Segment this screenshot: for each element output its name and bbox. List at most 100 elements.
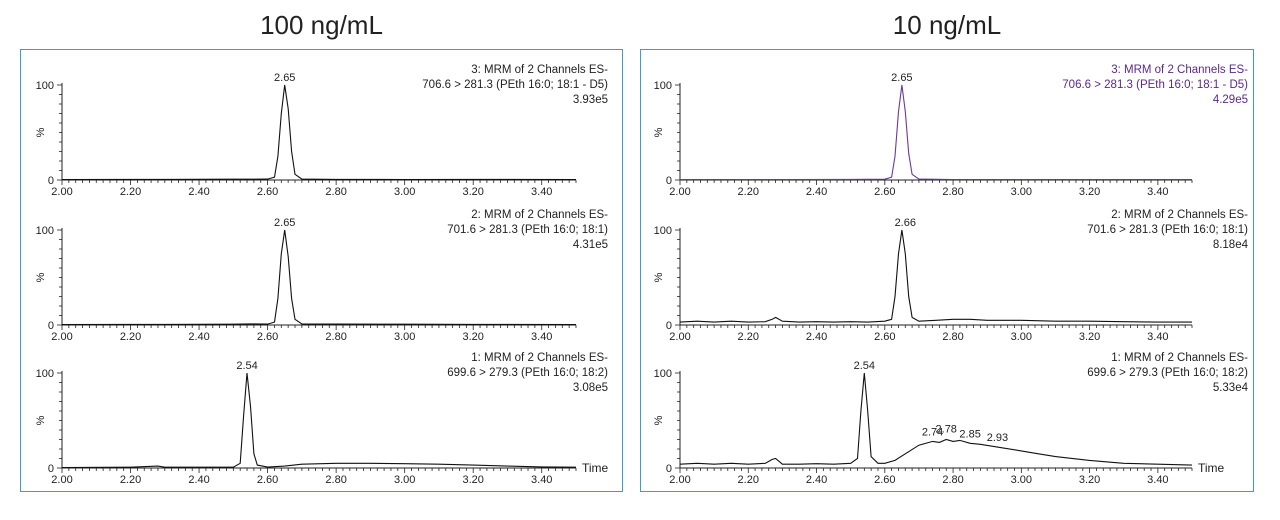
p1-r2-x-tick-label: 2.00 [669,474,690,486]
p0-r2-x-axis-label: Time [582,461,609,475]
p1-r0-x-tick-label: 3.20 [1079,186,1100,198]
p0-r1-x-tick-label: 2.80 [325,331,346,343]
p0-r0-x-tick-label: 2.40 [188,186,209,198]
p1-r2-x-axis-label: Time [1198,461,1225,475]
p0-r0-header-line: 3.93e5 [573,94,608,106]
panel-title-left: 100 ng/mL [260,10,383,40]
p0-r1-x-tick-label: 2.00 [51,331,72,343]
p1-r1-peak-label: 2.66 [895,217,916,229]
p0-r1-y-tick-label: 100 [36,225,54,237]
p0-r2-x-tick-label: 2.00 [51,474,72,486]
p1-r2-x-tick-label: 3.40 [1147,474,1168,486]
p1-r0-y-tick-label: 0 [666,175,672,187]
p1-r0-header-line: 706.6 > 281.3 (PEth 16:0; 18:1 - D5) [1062,79,1248,91]
p1-r1-x-tick-label: 2.60 [874,331,895,343]
p0-r2-header-line: 699.6 > 279.3 (PEth 16:0; 18:2) [447,367,608,379]
p0-r0-header-line: 706.6 > 281.3 (PEth 16:0; 18:1 - D5) [422,79,608,91]
p1-r2-x-tick-label: 3.20 [1079,474,1100,486]
p0-r1-series-line [61,229,577,326]
panel-frame-right [640,49,1254,492]
p0-r1-header-line: 4.31e5 [573,239,608,251]
p0-r2-y-axis-label: % [35,415,47,425]
p0-r0-series-line [61,84,577,181]
p0-r0-x-tick-label: 3.20 [462,186,483,198]
p1-r2-peak-label: 2.93 [987,432,1008,444]
p0-r2-series-line [61,372,577,469]
panel-frame-left [20,49,623,492]
p0-r2-x-tick-label: 2.80 [325,474,346,486]
panel-title-right: 10 ng/mL [892,10,1002,40]
p0-r1-x-tick-label: 3.40 [531,331,552,343]
p0-r2-x-tick-label: 2.20 [120,474,141,486]
p0-r2-header-line: 3.08e5 [573,382,608,394]
p0-r2-x-tick-label: 3.40 [531,474,552,486]
p1-r2-y-tick-label: 0 [666,463,672,475]
p0-r1-x-tick-label: 2.60 [257,331,278,343]
p1-r0-x-tick-label: 3.40 [1147,186,1168,198]
p1-r0-y-axis-label: % [653,127,665,137]
p0-r2-x-tick-label: 3.20 [462,474,483,486]
p1-r2-y-tick-label: 100 [654,368,672,380]
p0-r1-x-tick-label: 2.40 [188,331,209,343]
p1-r0-x-tick-label: 2.60 [874,186,895,198]
p1-r1-x-tick-label: 3.40 [1147,331,1168,343]
p1-r0-x-tick-label: 2.40 [806,186,827,198]
p1-r1-x-tick-label: 3.00 [1011,331,1032,343]
p0-r0-x-tick-label: 2.60 [257,186,278,198]
p1-r2-y-axis-label: % [653,415,665,425]
p0-r2-header-line: 1: MRM of 2 Channels ES- [471,352,608,364]
p0-r1-x-tick-label: 3.20 [462,331,483,343]
p0-r2-x-tick-label: 2.40 [188,474,209,486]
p1-r2-peak-label: 2.54 [854,360,875,372]
p0-r2-y-tick-label: 100 [36,368,54,380]
p1-r1-header-line: 8.18e4 [1213,239,1249,251]
p1-r0-x-tick-label: 3.00 [1011,186,1032,198]
p1-r1-y-tick-label: 0 [666,320,672,332]
p0-r1-header-line: 701.6 > 281.3 (PEth 16:0; 18:1) [447,224,608,236]
p1-r1-x-tick-label: 2.80 [942,331,963,343]
p0-r2-x-tick-label: 2.60 [257,474,278,486]
p1-r2-series-line [679,372,1193,466]
p0-r0-x-tick-label: 3.00 [394,186,415,198]
p1-r1-x-tick-label: 2.20 [738,331,759,343]
p1-r1-header-line: 2: MRM of 2 Channels ES- [1111,209,1248,221]
p1-r1-x-tick-label: 2.00 [669,331,690,343]
p0-r0-header-line: 3: MRM of 2 Channels ES- [471,64,608,76]
p1-r0-peak-label: 2.65 [891,72,912,84]
p1-r0-y-tick-label: 100 [654,80,672,92]
p1-r2-peak-label: 2.85 [959,428,980,440]
p1-r0-header-line: 3: MRM of 2 Channels ES- [1111,64,1248,76]
p0-r1-y-axis-label: % [35,272,47,282]
p0-r0-y-axis-label: % [35,127,47,137]
p1-r2-header-line: 5.33e4 [1213,382,1249,394]
p0-r2-x-tick-label: 3.00 [394,474,415,486]
p1-r0-x-tick-label: 2.80 [942,186,963,198]
p1-r0-series-line [680,84,1192,181]
p1-r2-x-tick-label: 3.00 [1011,474,1032,486]
p1-r2-header-line: 1: MRM of 2 Channels ES- [1111,352,1248,364]
p1-r2-x-tick-label: 2.20 [738,474,759,486]
p1-r0-x-tick-label: 2.00 [669,186,690,198]
p1-r1-header-line: 701.6 > 281.3 (PEth 16:0; 18:1) [1087,224,1248,236]
p1-r2-peak-label: 2.78 [936,424,957,436]
p1-r0-header-line: 4.29e5 [1213,94,1248,106]
p1-r1-series-line [679,229,1192,323]
p0-r0-y-tick-label: 100 [36,80,54,92]
p0-r2-y-tick-label: 0 [48,463,54,475]
p1-r2-x-tick-label: 2.80 [942,474,963,486]
p0-r1-x-tick-label: 2.20 [120,331,141,343]
p0-r0-y-tick-label: 0 [48,175,54,187]
p1-r1-x-tick-label: 2.40 [806,331,827,343]
p0-r0-x-tick-label: 2.80 [325,186,346,198]
p0-r0-peak-label: 2.65 [274,72,295,84]
p1-r2-x-tick-label: 2.40 [806,474,827,486]
p1-r1-x-tick-label: 3.20 [1079,331,1100,343]
p0-r0-x-tick-label: 3.40 [531,186,552,198]
p1-r2-peak-label: 2.74 [922,427,943,439]
p1-r2-x-tick-label: 2.60 [874,474,895,486]
p0-r0-x-tick-label: 2.20 [120,186,141,198]
p1-r2-header-line: 699.6 > 279.3 (PEth 16:0; 18:2) [1087,367,1248,379]
p0-r1-x-tick-label: 3.00 [394,331,415,343]
p1-r1-y-axis-label: % [653,272,665,282]
p0-r2-peak-label: 2.54 [236,360,257,372]
